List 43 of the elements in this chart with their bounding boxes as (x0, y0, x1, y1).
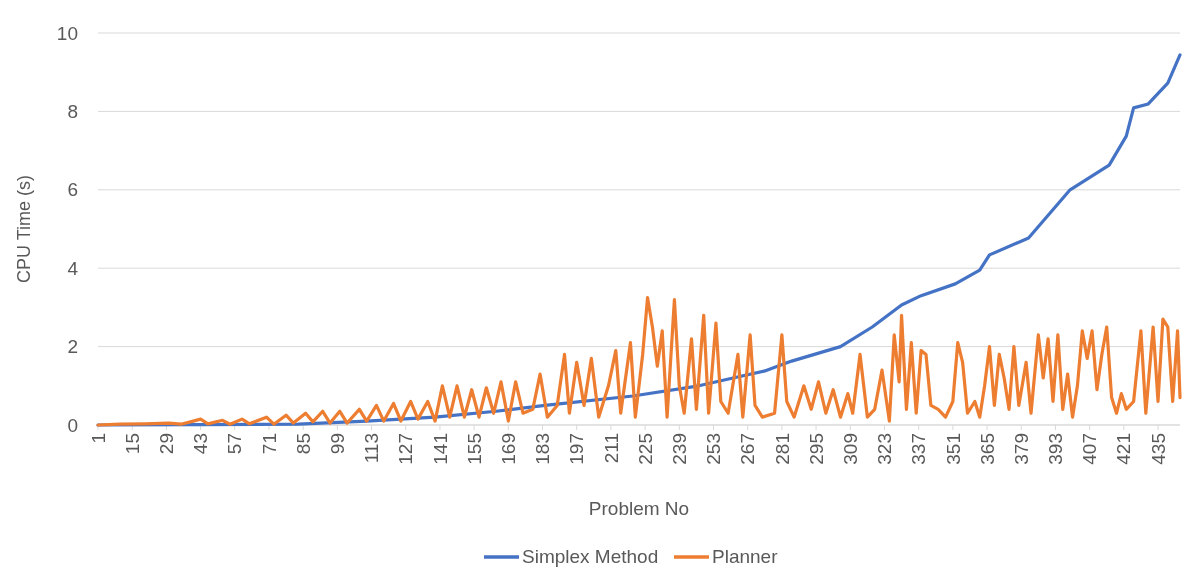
y-axis-title: CPU Time (s) (14, 175, 34, 283)
x-tick-label: 421 (1113, 433, 1135, 465)
x-tick-label: 113 (361, 433, 383, 464)
x-tick-label: 379 (1010, 433, 1032, 465)
y-tick-label: 0 (67, 414, 78, 436)
x-tick-label: 1 (87, 433, 109, 444)
x-tick-label: 267 (737, 433, 759, 465)
x-tick-label: 169 (497, 433, 519, 465)
x-tick-label: 295 (805, 433, 827, 465)
x-tick-label: 85 (292, 433, 314, 455)
x-tick-label: 155 (463, 433, 485, 465)
y-tick-label: 2 (67, 336, 78, 358)
x-tick-label: 407 (1079, 433, 1101, 465)
x-tick-label: 29 (156, 433, 178, 455)
x-tick-label: 225 (634, 433, 656, 465)
legend-label: Planner (712, 546, 779, 567)
x-tick-label: 309 (839, 433, 861, 465)
y-tick-label: 10 (56, 22, 78, 44)
x-tick-label: 43 (190, 433, 212, 455)
x-tick-label: 57 (224, 433, 246, 455)
x-tick-label: 281 (771, 433, 793, 465)
x-tick-label: 435 (1147, 433, 1169, 465)
x-tick-label: 15 (121, 433, 143, 455)
x-tick-label: 351 (942, 433, 964, 465)
x-tick-label: 337 (908, 433, 930, 465)
x-tick-label: 253 (703, 433, 725, 465)
x-tick-label: 99 (327, 433, 349, 455)
y-tick-label: 8 (67, 101, 78, 123)
line-series (96, 296, 1182, 427)
x-axis-title: Problem No (588, 498, 690, 519)
x-tick-label: 323 (874, 433, 896, 465)
x-tick-label: 141 (429, 433, 451, 465)
x-tick-label: 211 (600, 433, 622, 464)
x-tick-label: 127 (395, 433, 417, 465)
x-tick-label: 239 (668, 433, 690, 465)
x-tick-label: 71 (258, 433, 280, 455)
x-tick-label: 365 (976, 433, 998, 465)
y-tick-label: 4 (67, 257, 79, 279)
x-tick-label: 183 (532, 433, 554, 465)
x-tick-label: 197 (566, 433, 588, 465)
y-tick-label: 6 (67, 179, 78, 201)
x-tick-label: 393 (1045, 433, 1067, 465)
legend-label: Simplex Method (522, 546, 659, 567)
